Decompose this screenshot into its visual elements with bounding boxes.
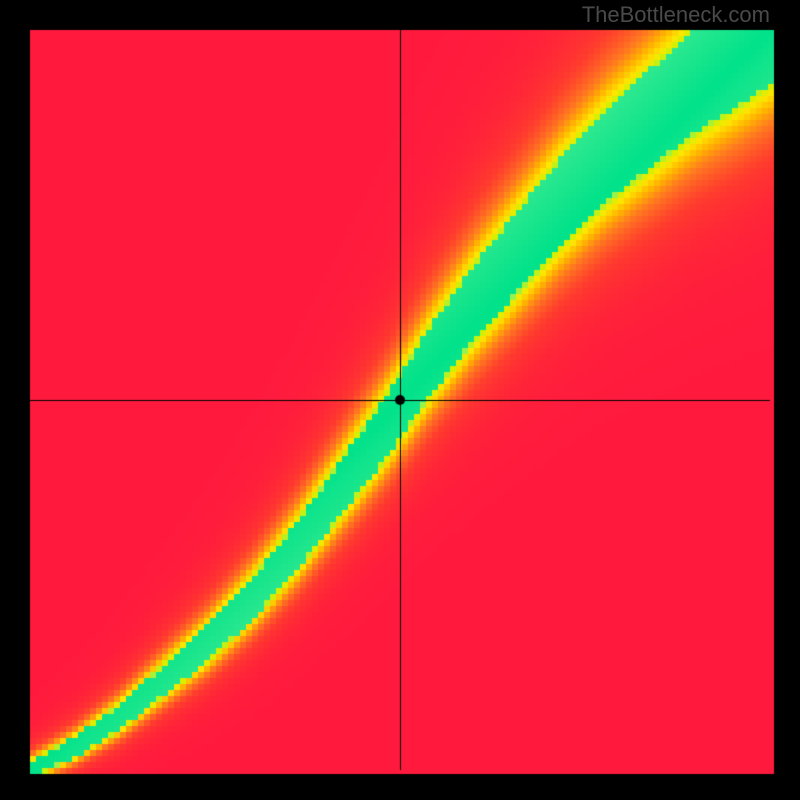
bottleneck-heatmap (0, 0, 800, 800)
watermark-text: TheBottleneck.com (582, 2, 770, 28)
chart-container: TheBottleneck.com (0, 0, 800, 800)
